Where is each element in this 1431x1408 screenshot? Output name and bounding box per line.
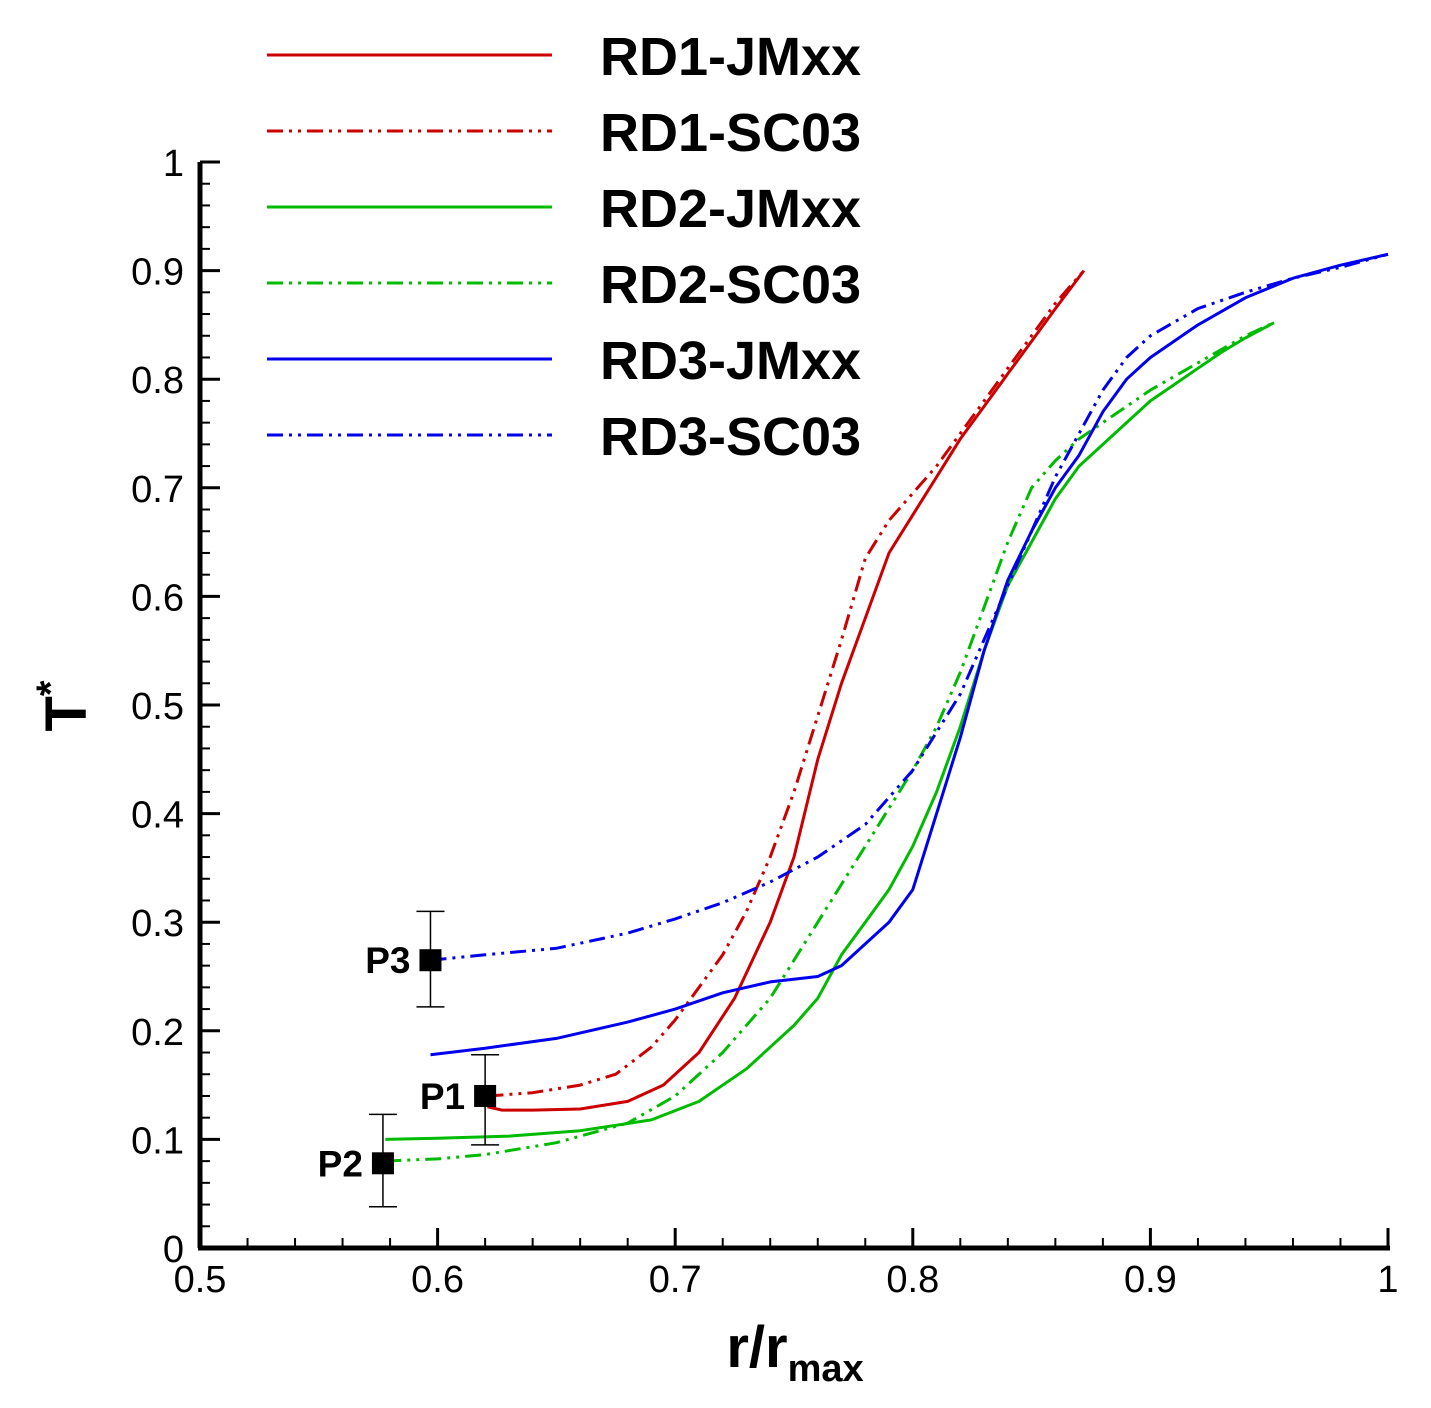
x-tick-label: 0.5: [174, 1259, 227, 1301]
y-tick-label: 0.9: [131, 252, 184, 294]
y-axis-title-main: T: [34, 696, 99, 731]
series-line-rd3-jmxx: [430, 252, 1389, 1057]
reference-point-p3: P3: [365, 910, 445, 1008]
y-tick-label: 0: [163, 1229, 184, 1271]
y-tick-label: 0.7: [131, 469, 184, 511]
legend-entry-rd1-sc03: RD1-SC03: [267, 103, 861, 163]
plot-area: [385, 252, 1389, 1163]
legend-label: RD1-JMxx: [600, 27, 861, 87]
legend-label: RD1-SC03: [600, 103, 861, 163]
y-axis-title-superscript: *: [29, 680, 73, 696]
x-tick-label: 1: [1377, 1259, 1398, 1301]
series-line-rd1-jmxx: [487, 269, 1086, 1112]
x-tick-label: 0.7: [649, 1259, 702, 1301]
data-marker: [371, 1152, 394, 1175]
reference-point-p1: P1: [420, 1053, 500, 1146]
data-marker: [419, 949, 442, 972]
legend-entry-rd3-jmxx: RD3-JMxx: [267, 331, 861, 391]
legend-entry-rd3-sc03: RD3-SC03: [267, 407, 861, 467]
point-label: P1: [420, 1076, 465, 1117]
point-label: P3: [365, 940, 410, 981]
y-tick-label: 0.8: [131, 360, 184, 402]
point-label: P2: [318, 1143, 363, 1184]
y-tick-label: 0.6: [131, 577, 184, 619]
y-tick-label: 0.5: [131, 686, 184, 728]
y-tick-label: 0.1: [131, 1120, 184, 1162]
legend-label: RD2-JMxx: [600, 179, 861, 239]
x-axis-title-main: r/r: [726, 1315, 787, 1380]
legend-label: RD2-SC03: [600, 255, 861, 315]
data-marker: [474, 1084, 497, 1107]
legend: RD1-JMxx RD1-SC03 RD2-JMxx RD2-SC03 RD3-JMxx…: [267, 27, 861, 467]
reference-points: P1 P2 P3: [318, 910, 500, 1208]
reference-point-p2: P2: [318, 1113, 397, 1208]
legend-entry-rd2-jmxx: RD2-JMxx: [267, 179, 861, 239]
x-tick-label: 0.9: [1124, 1259, 1177, 1301]
legend-entry-rd1-jmxx: RD1-JMxx: [267, 27, 861, 87]
series-line-rd1-sc03: [487, 269, 1086, 1098]
y-tick-label: 0.2: [131, 1012, 184, 1054]
x-axis-title-subscript: max: [788, 1348, 864, 1390]
y-tick-label: 0.4: [131, 795, 184, 837]
legend-label: RD3-JMxx: [600, 331, 861, 391]
series-line-rd2-sc03: [385, 321, 1275, 1163]
y-axis-title: T*: [29, 680, 99, 731]
x-tick-label: 0.6: [411, 1259, 464, 1301]
legend-label: RD3-SC03: [600, 407, 861, 467]
y-tick-label: 1: [163, 143, 184, 185]
x-axis-title: r/rmax: [726, 1315, 863, 1390]
legend-entry-rd2-sc03: RD2-SC03: [267, 255, 861, 315]
series-line-rd3-sc03: [430, 252, 1389, 962]
axes: 0 0.1 0.2 0.3 0.4 0.5 0.6 0.7 0.8 0.9 1 0.5 0.6 0.7 0.…: [131, 143, 1398, 1301]
series-line-rd2-jmxx: [385, 321, 1275, 1141]
y-tick-label: 0.3: [131, 903, 184, 945]
x-tick-label: 0.8: [886, 1259, 939, 1301]
